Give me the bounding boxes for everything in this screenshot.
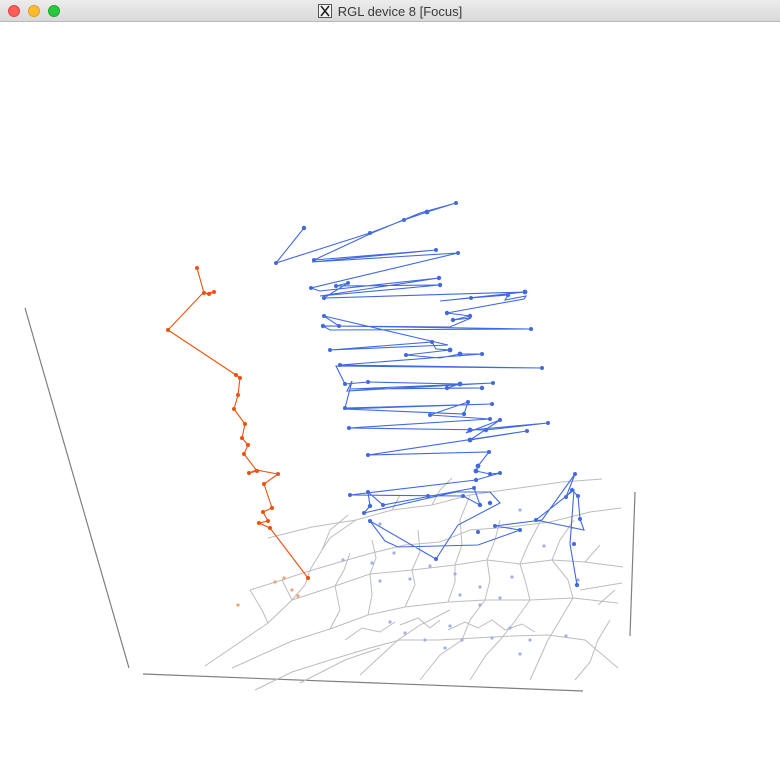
bounding-box <box>24 307 636 692</box>
title-bar[interactable]: RGL device 8 [Focus] <box>0 0 780 22</box>
orange-trajectory <box>166 266 310 580</box>
minimize-button[interactable] <box>28 5 40 17</box>
projected-points <box>341 508 580 656</box>
close-button[interactable] <box>8 5 20 17</box>
x11-icon <box>317 4 332 18</box>
blue-trajectory <box>274 201 585 588</box>
zoom-button[interactable] <box>48 5 60 17</box>
scene-svg[interactable] <box>0 22 780 782</box>
title-group: RGL device 8 [Focus] <box>0 0 780 22</box>
rgl-canvas[interactable] <box>0 22 780 782</box>
window-title: RGL device 8 [Focus] <box>337 3 463 19</box>
projected-points-orange <box>236 576 300 607</box>
